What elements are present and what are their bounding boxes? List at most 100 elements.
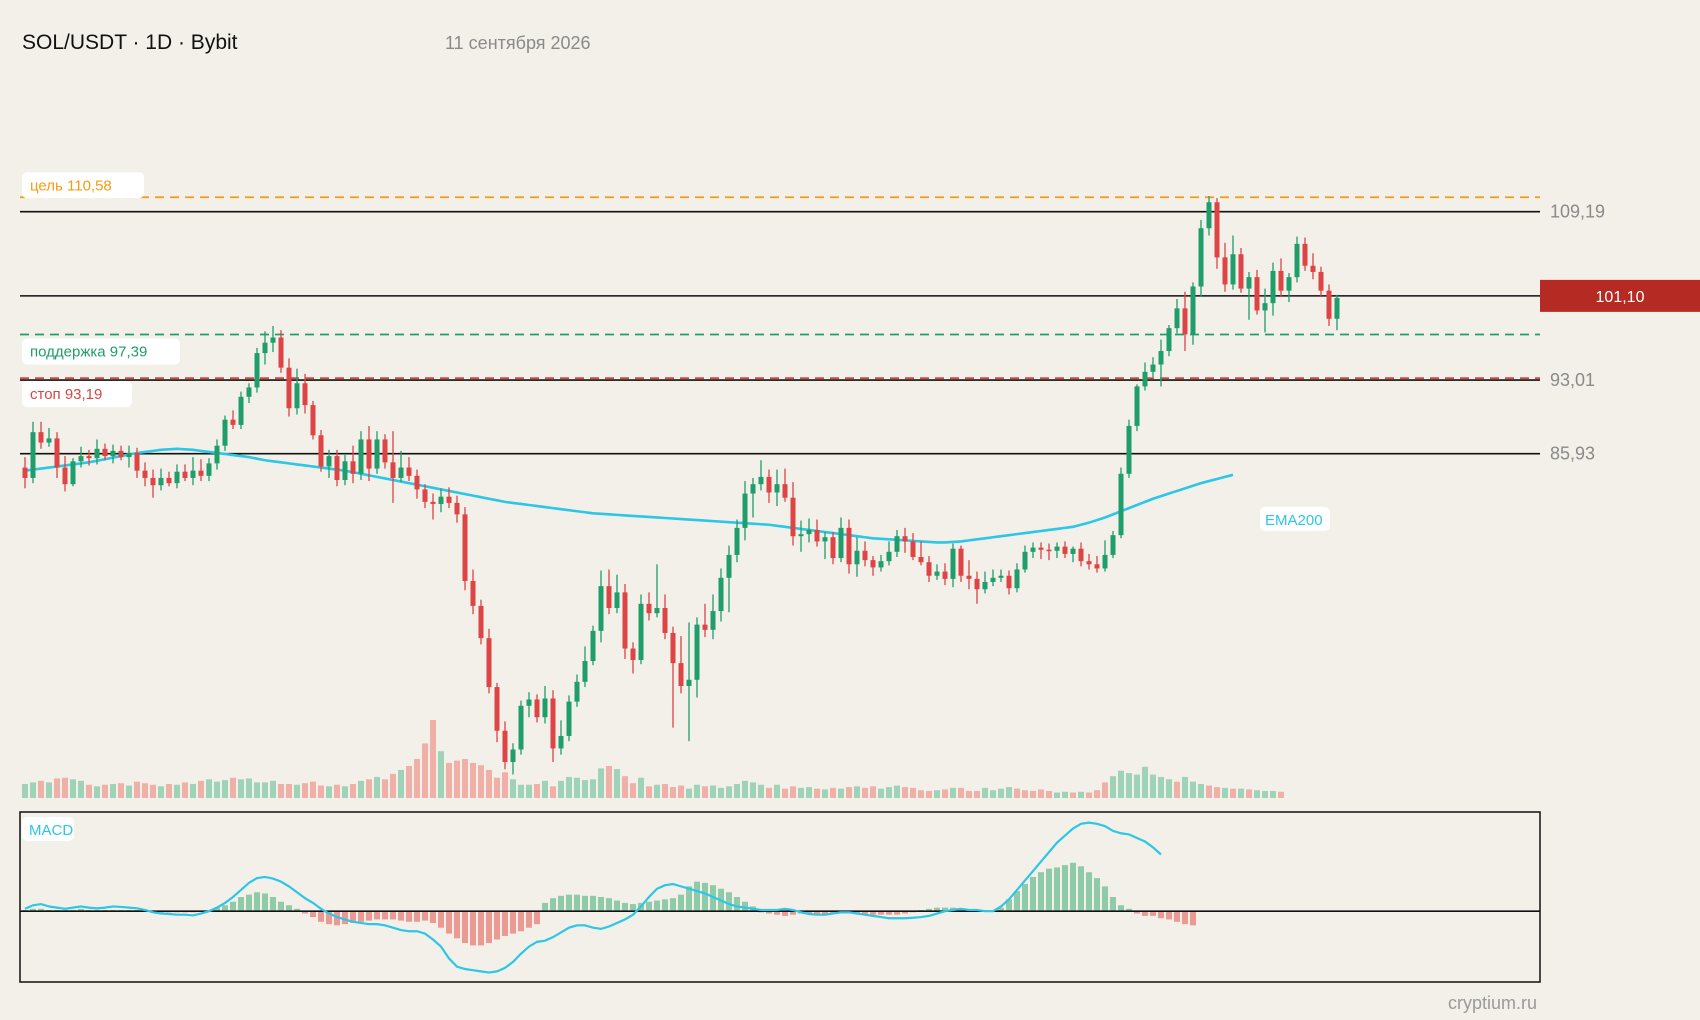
candle-body xyxy=(198,470,204,476)
candle xyxy=(38,421,44,449)
macd-hist-bar xyxy=(862,911,868,915)
macd-hist-bar xyxy=(1022,884,1028,912)
volume-bar xyxy=(206,779,212,798)
candle xyxy=(1054,542,1060,559)
candle xyxy=(614,574,620,614)
candle xyxy=(430,493,436,520)
candle xyxy=(1118,467,1124,539)
candle-body xyxy=(94,448,100,459)
volume-bar xyxy=(1150,774,1156,798)
candle-body xyxy=(1182,308,1188,335)
volume-bar xyxy=(94,786,100,798)
level-label: 109,19 xyxy=(1550,202,1605,222)
candle xyxy=(374,431,380,474)
candle-body xyxy=(1198,228,1204,287)
candle xyxy=(286,358,292,417)
candle-body xyxy=(1270,270,1276,304)
candle xyxy=(1174,299,1180,334)
candle-body xyxy=(718,577,724,612)
volume-bar xyxy=(374,776,380,798)
candle-body xyxy=(54,438,60,468)
volume-bar xyxy=(70,779,76,798)
macd-hist-bar xyxy=(854,911,860,914)
macd-hist-bar xyxy=(414,911,420,922)
candle xyxy=(990,569,996,587)
volume-bar xyxy=(1262,790,1268,798)
volume-bar xyxy=(182,782,188,798)
candle xyxy=(1166,325,1172,357)
candle xyxy=(1102,540,1108,572)
candle xyxy=(246,383,252,404)
macd-hist-bar xyxy=(942,907,948,912)
candle xyxy=(1182,291,1188,352)
candle xyxy=(798,520,804,552)
candle-body xyxy=(774,484,780,493)
candle-body xyxy=(222,419,228,446)
macd-hist-bar xyxy=(486,911,492,944)
macd-hist-bar xyxy=(606,898,612,912)
volume-bar xyxy=(86,784,92,798)
level-tags: цель 110,58 поддержка 97,39 стоп 93,19 EMA2… xyxy=(22,172,1330,531)
volume-bar xyxy=(646,786,652,798)
candle-body xyxy=(166,477,172,484)
macd-hist-bar xyxy=(406,911,412,922)
candle-body xyxy=(558,735,564,749)
candle-body xyxy=(470,580,476,606)
candle-body xyxy=(1206,202,1212,229)
candle-body xyxy=(1158,351,1164,365)
candle xyxy=(1334,294,1340,331)
macd-hist-bar xyxy=(1086,872,1092,912)
candle xyxy=(390,431,396,503)
macd-hist-bar xyxy=(646,901,652,912)
candle xyxy=(622,584,628,659)
candle xyxy=(366,425,372,482)
candle xyxy=(46,428,52,447)
candles-series xyxy=(22,196,1340,775)
volume-bar xyxy=(974,790,980,798)
candle xyxy=(126,445,132,468)
candle-body xyxy=(918,557,924,563)
candle-body xyxy=(70,461,76,485)
candle-body xyxy=(590,630,596,662)
volume-bar xyxy=(486,769,492,798)
macd-line xyxy=(24,821,1162,974)
volume-bar xyxy=(262,782,268,798)
candle-body xyxy=(190,470,196,478)
macd-hist-bar xyxy=(470,911,476,946)
candle xyxy=(718,568,724,622)
macd-hist-bar xyxy=(550,898,556,912)
macd-hist-bar xyxy=(230,901,236,912)
candle xyxy=(1318,266,1324,296)
candle xyxy=(982,571,988,594)
candle-body xyxy=(974,578,980,590)
candle xyxy=(1310,253,1316,280)
candle xyxy=(678,636,684,694)
candle xyxy=(750,477,756,518)
macd-label: MACD xyxy=(29,822,73,839)
macd-hist-bar xyxy=(694,881,700,912)
volume-bar xyxy=(1254,790,1260,798)
volume-bar xyxy=(278,783,284,798)
volume-bar xyxy=(894,785,900,798)
volume-bar xyxy=(142,783,148,798)
macd-hist-bar xyxy=(30,908,36,912)
candle-body xyxy=(1126,425,1132,474)
candle xyxy=(598,570,604,643)
volume-bar xyxy=(350,783,356,798)
volume-bar xyxy=(1102,782,1108,798)
candle-body xyxy=(886,551,892,562)
candle xyxy=(414,469,420,499)
candle xyxy=(830,532,836,565)
candle xyxy=(406,457,412,482)
volume-bar xyxy=(230,777,236,798)
macd-hist-bar xyxy=(814,911,820,915)
macd-hist-bar xyxy=(1150,911,1156,916)
candle xyxy=(646,592,652,621)
candle-body xyxy=(86,456,92,459)
candle xyxy=(838,517,844,563)
candle-body xyxy=(1054,546,1060,551)
candle-body xyxy=(414,475,420,490)
candle xyxy=(1326,284,1332,327)
candle-body xyxy=(582,661,588,682)
candle xyxy=(134,447,140,478)
